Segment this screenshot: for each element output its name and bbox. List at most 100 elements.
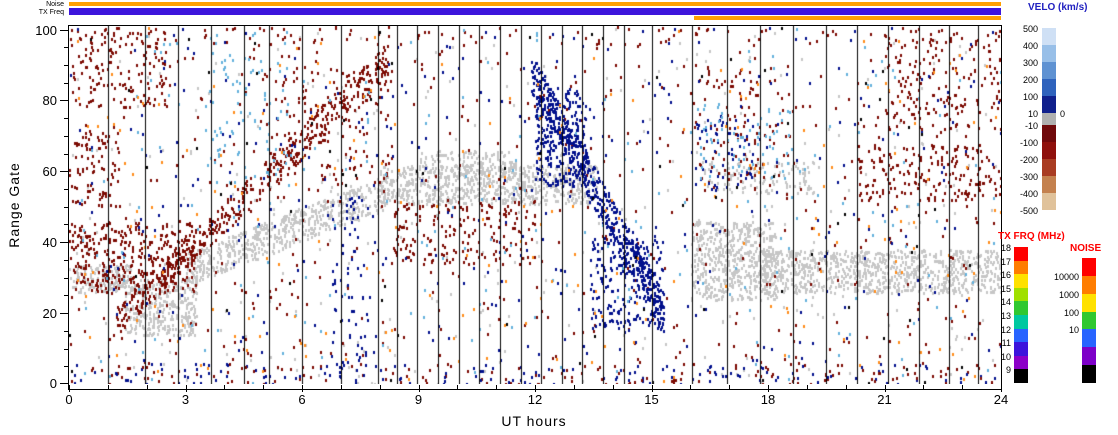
x-minor-tick bbox=[107, 385, 109, 389]
velo-colorbar-label: 10 bbox=[1027, 109, 1038, 119]
txfrq-bar-cb-segment bbox=[1014, 328, 1028, 343]
txfrq-bar-cb-label: 12 bbox=[1000, 324, 1011, 335]
velo-colorbar-label: -300 bbox=[1019, 172, 1038, 182]
txfrq-bar-cb-segment bbox=[1014, 247, 1028, 261]
x-major-tick bbox=[69, 385, 70, 392]
velo-colorbar-segment bbox=[1042, 96, 1056, 113]
txfrq-bar-cb-segment bbox=[1014, 369, 1028, 383]
x-major-tick bbox=[768, 385, 769, 392]
txfrq-bar-cb-label: 9 bbox=[1005, 365, 1011, 376]
txfrq-bar-cb-label: 13 bbox=[1000, 311, 1011, 321]
velo-colorbar-label: -100 bbox=[1019, 138, 1038, 148]
velo-colorbar-segment bbox=[1042, 28, 1056, 45]
y-major-tick bbox=[60, 171, 68, 173]
velo-colorbar-segment bbox=[1042, 113, 1056, 125]
txfrq-colorbar-title: TX FRQ (MHz) bbox=[998, 231, 1065, 242]
x-axis-label: UT hours bbox=[501, 413, 567, 429]
txfrq-bar-cb-label: 14 bbox=[1000, 297, 1011, 308]
velo-colorbar-segment bbox=[1042, 45, 1056, 62]
y-minor-tick bbox=[64, 224, 68, 226]
y-minor-tick bbox=[64, 206, 68, 208]
y-tick-label: 40 bbox=[42, 235, 57, 251]
y-tick-label: 60 bbox=[42, 164, 57, 180]
velo-colorbar-segment bbox=[1042, 79, 1056, 96]
y-minor-tick bbox=[64, 118, 68, 120]
x-major-tick bbox=[418, 385, 420, 392]
y-minor-tick bbox=[64, 82, 68, 84]
noise-bar-cb-label: 1000 bbox=[1058, 289, 1079, 300]
y-tick-label: 100 bbox=[35, 22, 57, 38]
txfrq-bar-cb-label: 17 bbox=[1000, 256, 1011, 267]
x-major-tick bbox=[535, 385, 536, 392]
x-minor-tick bbox=[729, 385, 731, 389]
x-minor-tick bbox=[962, 385, 964, 389]
x-tick-label: 15 bbox=[644, 392, 659, 407]
velo-zero-label: 0 bbox=[1060, 109, 1066, 119]
velo-colorbar-label: -400 bbox=[1019, 189, 1038, 199]
noise-bar-cb-segment bbox=[1082, 311, 1096, 330]
noise-colorbar-title: NOISE bbox=[1070, 243, 1102, 254]
txfreq-strip-label: TX Freq bbox=[38, 9, 64, 16]
x-minor-tick bbox=[690, 385, 692, 389]
velo-colorbar-segment bbox=[1042, 142, 1056, 159]
y-minor-tick bbox=[64, 330, 68, 332]
velo-colorbar-label: -500 bbox=[1019, 206, 1038, 216]
x-minor-tick bbox=[496, 385, 498, 389]
rti-plot-canvas bbox=[69, 26, 1001, 384]
x-tick-label: 24 bbox=[993, 392, 1009, 407]
x-minor-tick bbox=[379, 385, 381, 389]
txfrq-colorbar bbox=[1014, 247, 1028, 383]
noise-bar-cb-segment bbox=[1082, 365, 1096, 384]
noise-level-strip bbox=[69, 2, 1001, 6]
y-minor-tick bbox=[64, 189, 68, 191]
x-tick-label: 3 bbox=[181, 392, 190, 407]
velo-colorbar-title: VELO (km/s) bbox=[1028, 2, 1088, 13]
x-minor-tick bbox=[224, 385, 226, 389]
y-tick-label: 80 bbox=[42, 93, 57, 109]
y-tick-label: 0 bbox=[49, 376, 57, 391]
x-major-tick bbox=[884, 385, 886, 392]
txfrq-bar-cb-segment bbox=[1014, 342, 1028, 356]
x-minor-tick bbox=[573, 385, 575, 389]
y-tick-label: 20 bbox=[42, 306, 57, 322]
x-major-tick bbox=[1001, 385, 1002, 392]
velo-colorbar-segment bbox=[1042, 125, 1056, 142]
velo-colorbar-segment bbox=[1042, 176, 1056, 193]
y-minor-tick bbox=[64, 277, 68, 279]
x-minor-tick bbox=[612, 385, 614, 389]
velo-colorbar-label: 100 bbox=[1022, 92, 1038, 102]
y-major-tick bbox=[60, 313, 68, 315]
noise-bar-cb-label: 10000 bbox=[1053, 271, 1079, 282]
noise-bar-cb-segment bbox=[1082, 329, 1096, 348]
txfrq-bar-cb-label: 11 bbox=[1001, 338, 1011, 349]
x-major-tick bbox=[302, 385, 303, 392]
txfrq-bar-cb-label: 16 bbox=[1000, 270, 1011, 281]
y-minor-tick bbox=[64, 259, 68, 261]
y-major-tick bbox=[60, 242, 68, 244]
noise-bar-cb-label: 10 bbox=[1068, 325, 1079, 336]
txfrq-bar-cb-segment bbox=[1014, 274, 1028, 288]
x-minor-tick bbox=[923, 385, 925, 389]
x-minor-tick bbox=[340, 385, 342, 389]
y-minor-tick bbox=[64, 135, 68, 137]
x-tick-label: 21 bbox=[877, 392, 892, 407]
x-tick-label: 6 bbox=[298, 392, 306, 407]
velo-colorbar-label: 500 bbox=[1022, 24, 1038, 34]
noise-bar-cb-segment bbox=[1082, 293, 1096, 312]
velo-colorbar-label: 400 bbox=[1022, 41, 1038, 51]
x-tick-label: 18 bbox=[760, 392, 776, 407]
noise-bar-cb-label: 100 bbox=[1063, 307, 1079, 318]
txfrq-bar-cb-segment bbox=[1014, 314, 1028, 329]
txfrq-bar-cb-segment bbox=[1014, 355, 1028, 370]
y-minor-tick bbox=[64, 64, 68, 66]
velo-colorbar-label: 200 bbox=[1022, 75, 1038, 85]
y-minor-tick bbox=[64, 366, 68, 368]
velo-colorbar-label: 300 bbox=[1022, 58, 1038, 68]
y-minor-tick bbox=[64, 153, 68, 155]
txfrq-bar-cb-segment bbox=[1014, 301, 1028, 315]
noise-bar-cb-segment bbox=[1082, 258, 1096, 276]
y-major-tick bbox=[60, 383, 68, 384]
txfrq-bar-cb-label: 15 bbox=[1000, 283, 1011, 294]
velo-colorbar-segment bbox=[1042, 193, 1056, 210]
noise-colorbar bbox=[1082, 258, 1096, 384]
